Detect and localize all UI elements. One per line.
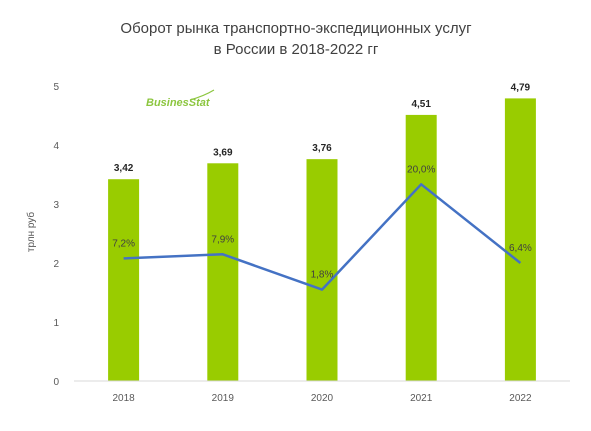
bar-value-labels: 3,42 3,69 3,76 4,51 4,79 xyxy=(114,82,531,174)
bars xyxy=(108,98,536,381)
businesstat-logo: BusinesStat xyxy=(146,89,215,109)
growth-label: 7,9% xyxy=(211,234,234,245)
y-tick-label: 1 xyxy=(53,318,59,329)
y-tick-label: 0 xyxy=(53,377,59,388)
growth-line xyxy=(123,183,522,291)
bar-value-label: 4,51 xyxy=(411,99,431,110)
bar-2018 xyxy=(108,179,140,381)
bar-2020 xyxy=(306,159,338,381)
x-axis-ticks: 2018 2019 2020 2021 2022 xyxy=(112,393,531,404)
growth-line-group: 7,2% 7,9% 1,8% 20,0% 6,4% xyxy=(112,164,532,291)
logo-text: BusinesStat xyxy=(146,97,211,109)
growth-label: 7,2% xyxy=(112,238,135,249)
growth-label: 6,4% xyxy=(509,243,532,254)
y-tick-label: 5 xyxy=(53,82,59,93)
x-tick-label: 2020 xyxy=(311,393,334,404)
chart-subtitle: в России в 2018-2022 гг xyxy=(214,41,379,58)
chart-title: Оборот рынка транспортно-экспедиционных … xyxy=(120,20,472,37)
growth-label: 20,0% xyxy=(407,164,435,175)
x-tick-label: 2019 xyxy=(212,393,235,404)
growth-label: 1,8% xyxy=(311,270,334,281)
bar-value-label: 3,76 xyxy=(312,143,332,154)
x-tick-label: 2022 xyxy=(509,393,532,404)
bar-2022 xyxy=(504,98,536,381)
x-tick-label: 2018 xyxy=(112,393,135,404)
bar-value-label: 3,69 xyxy=(213,147,233,158)
x-tick-label: 2021 xyxy=(410,393,433,404)
y-axis-label: трлн руб xyxy=(25,212,37,252)
y-axis-ticks: 0 1 2 3 4 5 xyxy=(53,82,59,388)
y-tick-label: 3 xyxy=(53,200,59,211)
logo-swoosh-icon xyxy=(189,89,215,101)
bar-2019 xyxy=(207,163,239,381)
bar-2021 xyxy=(405,114,437,381)
y-tick-label: 2 xyxy=(53,259,59,270)
bar-value-label: 3,42 xyxy=(114,163,134,174)
y-tick-label: 4 xyxy=(53,141,59,152)
bar-value-label: 4,79 xyxy=(511,82,531,93)
